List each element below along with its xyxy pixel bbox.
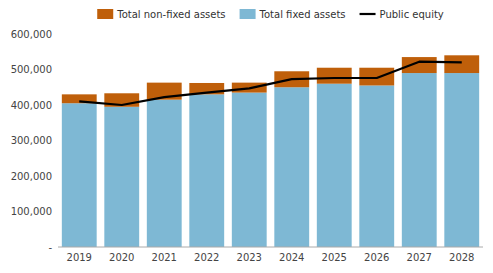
- bar: [189, 94, 224, 247]
- bar: [62, 103, 97, 247]
- y-tick-label: -: [48, 242, 52, 253]
- bar: [402, 73, 437, 247]
- plot-area: [62, 55, 479, 247]
- x-tick-label: 2027: [407, 252, 432, 263]
- x-tick-label: 2020: [109, 252, 134, 263]
- bar: [402, 57, 437, 73]
- x-tick-label: 2022: [194, 252, 219, 263]
- bar: [147, 100, 182, 247]
- x-tick-label: 2023: [237, 252, 262, 263]
- y-tick-label: 600,000: [11, 29, 52, 40]
- x-axis-line: [58, 247, 483, 248]
- bar: [104, 107, 139, 247]
- x-tick-label: 2025: [322, 252, 347, 263]
- y-tick-label: 100,000: [11, 206, 52, 217]
- x-tick-label: 2024: [279, 252, 304, 263]
- legend-swatch: [97, 9, 113, 19]
- legend: Total non-fixed assets Total fixed assets…: [97, 9, 444, 20]
- bar: [444, 73, 479, 247]
- bar: [444, 55, 479, 73]
- bar: [317, 84, 352, 247]
- y-tick-label: 400,000: [11, 100, 52, 111]
- y-tick-label: 500,000: [11, 64, 52, 75]
- bar: [359, 68, 394, 86]
- y-tick-label: 200,000: [11, 171, 52, 182]
- x-tick-label: 2028: [449, 252, 474, 263]
- bar: [232, 93, 267, 247]
- x-tick-label: 2019: [67, 252, 92, 263]
- x-tick-label: 2026: [364, 252, 389, 263]
- legend-swatch: [360, 13, 376, 15]
- bar: [317, 68, 352, 84]
- legend-label: Total fixed assets: [259, 9, 346, 20]
- bar: [274, 87, 309, 247]
- line: [79, 62, 462, 105]
- legend-label: Total non-fixed assets: [116, 9, 225, 20]
- bar: [359, 85, 394, 247]
- chart: - 100,000 200,000 300,000 400,000 500,000 600,…: [0, 0, 493, 273]
- legend-swatch: [240, 9, 256, 19]
- y-tick-label: 300,000: [11, 135, 52, 146]
- x-tick-label: 2021: [152, 252, 177, 263]
- legend-label: Public equity: [380, 9, 444, 20]
